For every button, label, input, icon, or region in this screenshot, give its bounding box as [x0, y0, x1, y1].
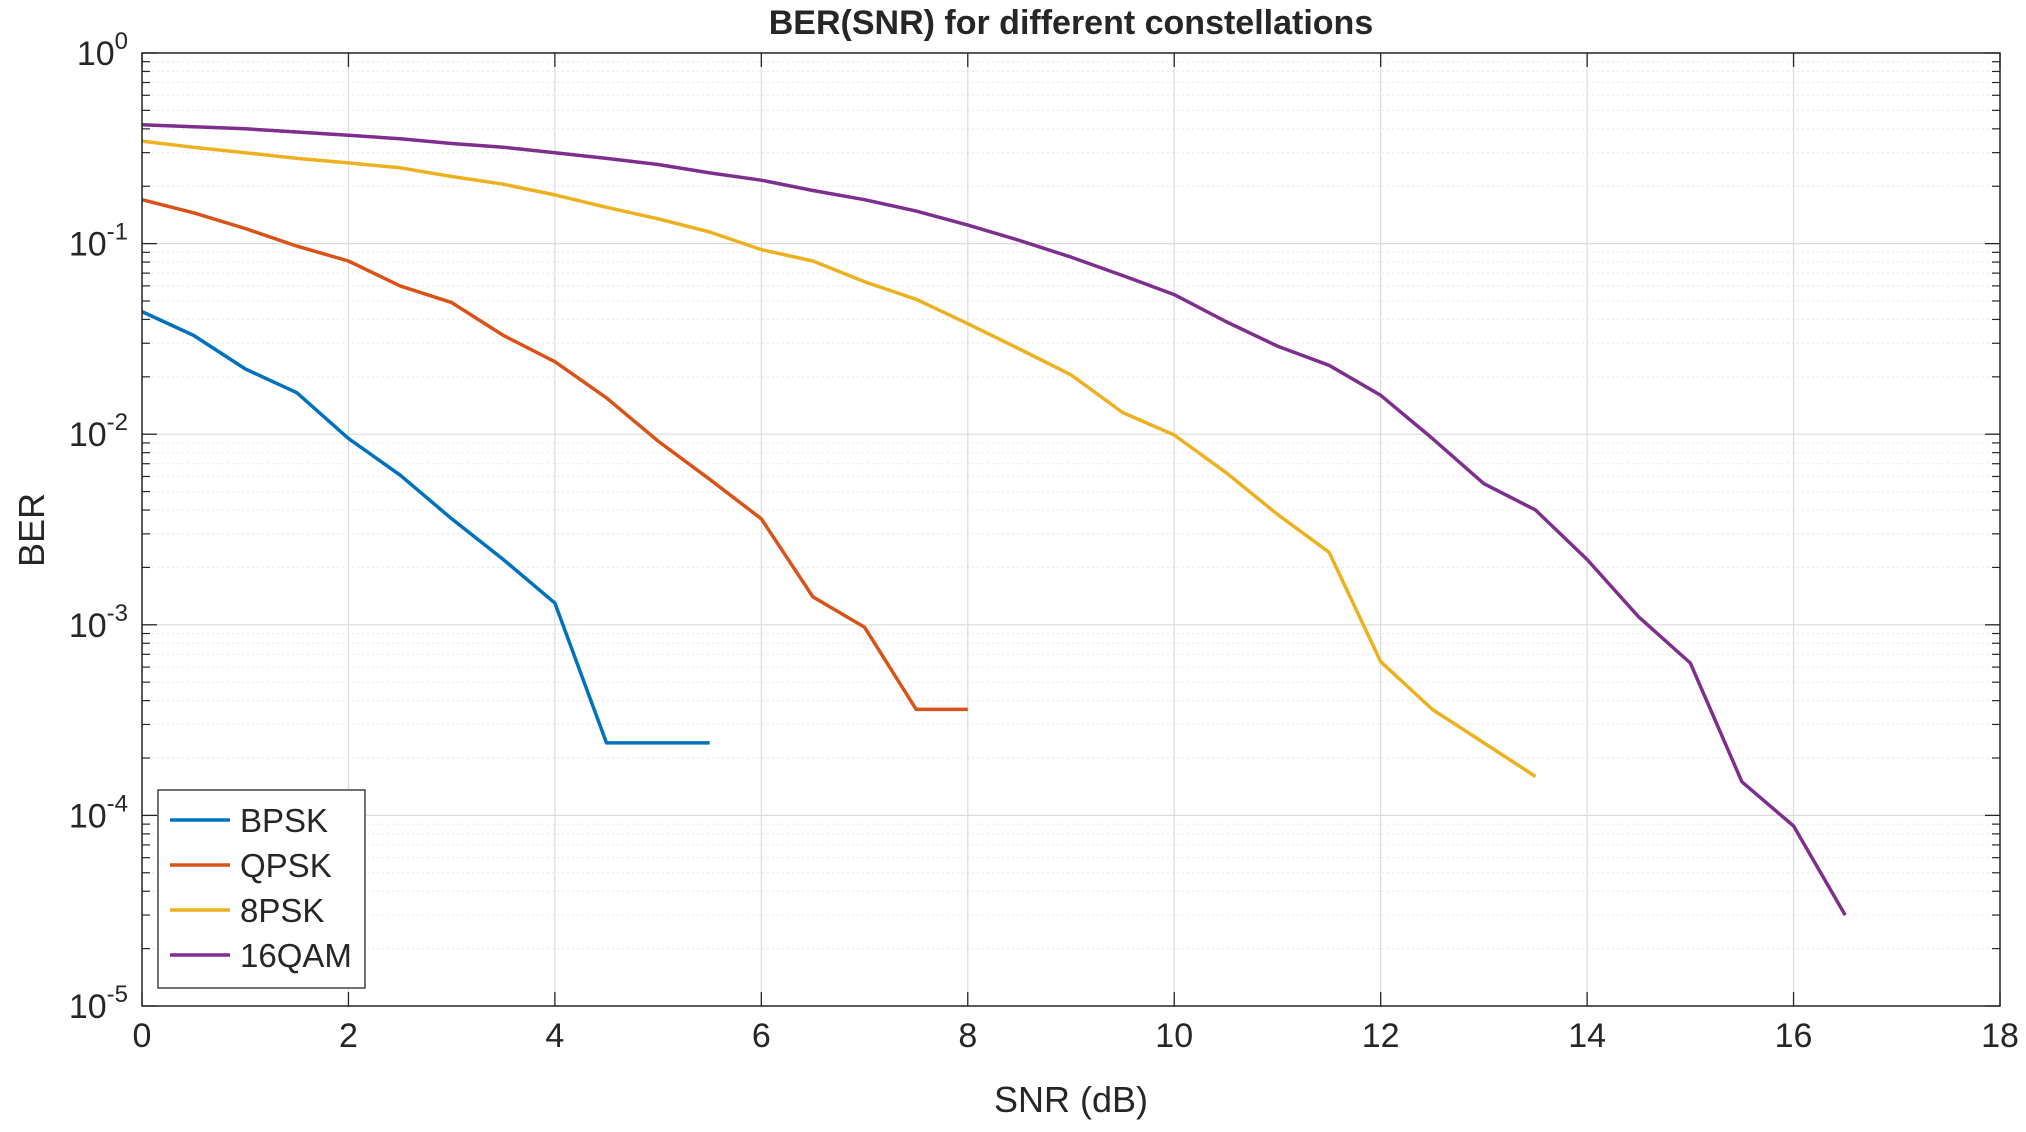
- series-line-qpsk: [141, 198, 968, 712]
- x-tick-label: 14: [1568, 1017, 1606, 1055]
- y-tick-label: 10-4: [69, 790, 128, 835]
- x-tick-label: 16: [1775, 1017, 1813, 1055]
- series-line-16qam: [141, 123, 1847, 916]
- plot-area: [142, 53, 2000, 1006]
- x-tick-label: 18: [1981, 1017, 2019, 1055]
- legend-label-bpsk: BPSK: [240, 802, 328, 839]
- x-tick-label: 12: [1362, 1017, 1400, 1055]
- x-tick-label: 0: [133, 1017, 152, 1055]
- chart-title: BER(SNR) for different constellations: [769, 4, 1373, 42]
- x-tick-label: 2: [339, 1017, 358, 1055]
- legend-items: BPSK QPSK 8PSK 16QAM: [170, 802, 352, 974]
- legend-label-16qam: 16QAM: [240, 937, 352, 974]
- series-line-8psk: [141, 139, 1537, 778]
- x-axis-label: SNR (dB): [994, 1079, 1148, 1120]
- axes-box: [141, 52, 2001, 1007]
- x-tick-labels: 0 2 4 6 8 10 12 14 16 18: [133, 1017, 2019, 1055]
- x-tick-label: 8: [958, 1017, 977, 1055]
- legend: BPSK QPSK 8PSK 16QAM: [157, 789, 366, 989]
- y-tick-label: 10-5: [69, 981, 128, 1026]
- series-line-bpsk: [141, 310, 710, 745]
- y-tick-label: 10-2: [69, 409, 128, 454]
- x-tick-label: 10: [1155, 1017, 1193, 1055]
- y-tick-label: 10-3: [69, 600, 128, 645]
- series-layer: [141, 123, 1847, 916]
- y-tick-labels: 100 10-1 10-2 10-3 10-4 10-5: [69, 28, 128, 1026]
- legend-label-qpsk: QPSK: [240, 847, 332, 884]
- x-tick-label: 6: [752, 1017, 771, 1055]
- legend-label-8psk: 8PSK: [240, 892, 324, 929]
- y-axis-label: BER: [11, 493, 52, 567]
- axis-ticks: [141, 52, 2001, 1007]
- x-tick-label: 4: [545, 1017, 564, 1055]
- y-tick-label: 10-1: [69, 219, 128, 264]
- y-tick-label: 100: [77, 28, 128, 73]
